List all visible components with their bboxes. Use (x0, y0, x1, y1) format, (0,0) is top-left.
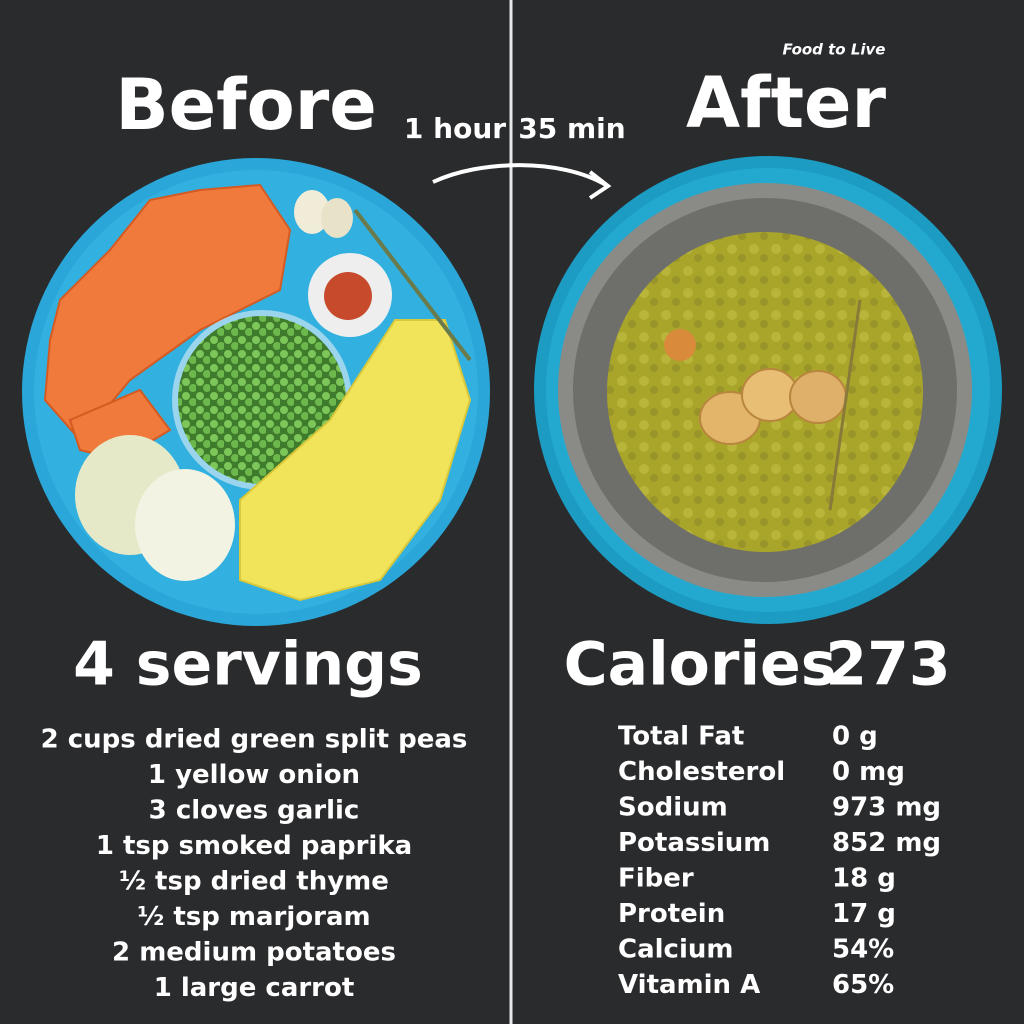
ingredients-photo (22, 158, 490, 626)
nutrient-amount: 54% (832, 935, 894, 965)
nutrient-amount: 973 mg (832, 793, 941, 823)
nutrient-name: Fiber (618, 864, 694, 894)
nutrient-amount: 0 mg (832, 757, 905, 787)
ingredient: 1 tsp smoked paprika (96, 831, 412, 861)
brand: Food to Live (782, 41, 885, 59)
ingredient: 2 cups dried green split peas (41, 725, 468, 755)
time-arrow (432, 163, 608, 187)
ingredient: 2 medium potatoes (112, 938, 396, 968)
before-title: Before (115, 64, 376, 146)
calories-label: Calories (564, 630, 837, 700)
ingredient: 3 cloves garlic (149, 796, 360, 826)
time-arrow-head (588, 170, 612, 200)
nutrient-name: Calcium (618, 935, 733, 965)
calories-value: 273 (825, 630, 950, 700)
ingredient: 1 yellow onion (148, 760, 360, 790)
nutrient-name: Protein (618, 899, 725, 929)
nutrient-name: Total Fat (618, 722, 744, 752)
nutrient-amount: 852 mg (832, 828, 941, 858)
nutrient-amount: 0 g (832, 722, 878, 752)
servings: 4 servings (73, 630, 423, 700)
after-title: After (686, 62, 887, 144)
nutrient-amount: 17 g (832, 899, 896, 929)
nutrient-name: Cholesterol (618, 757, 785, 787)
ingredient: ½ tsp dried thyme (119, 867, 389, 897)
nutrient-name: Sodium (618, 793, 728, 823)
nutrient-name: Vitamin A (618, 970, 760, 1000)
ingredient: ½ tsp marjoram (137, 902, 370, 932)
time-minutes: 35 min (518, 112, 625, 145)
nutrient-amount: 18 g (832, 864, 896, 894)
nutrient-amount: 65% (832, 970, 894, 1000)
time-hours: 1 hour (404, 112, 506, 145)
nutrient-name: Potassium (618, 828, 770, 858)
ingredient: 1 large carrot (154, 973, 355, 1003)
soup-photo (534, 156, 1002, 624)
